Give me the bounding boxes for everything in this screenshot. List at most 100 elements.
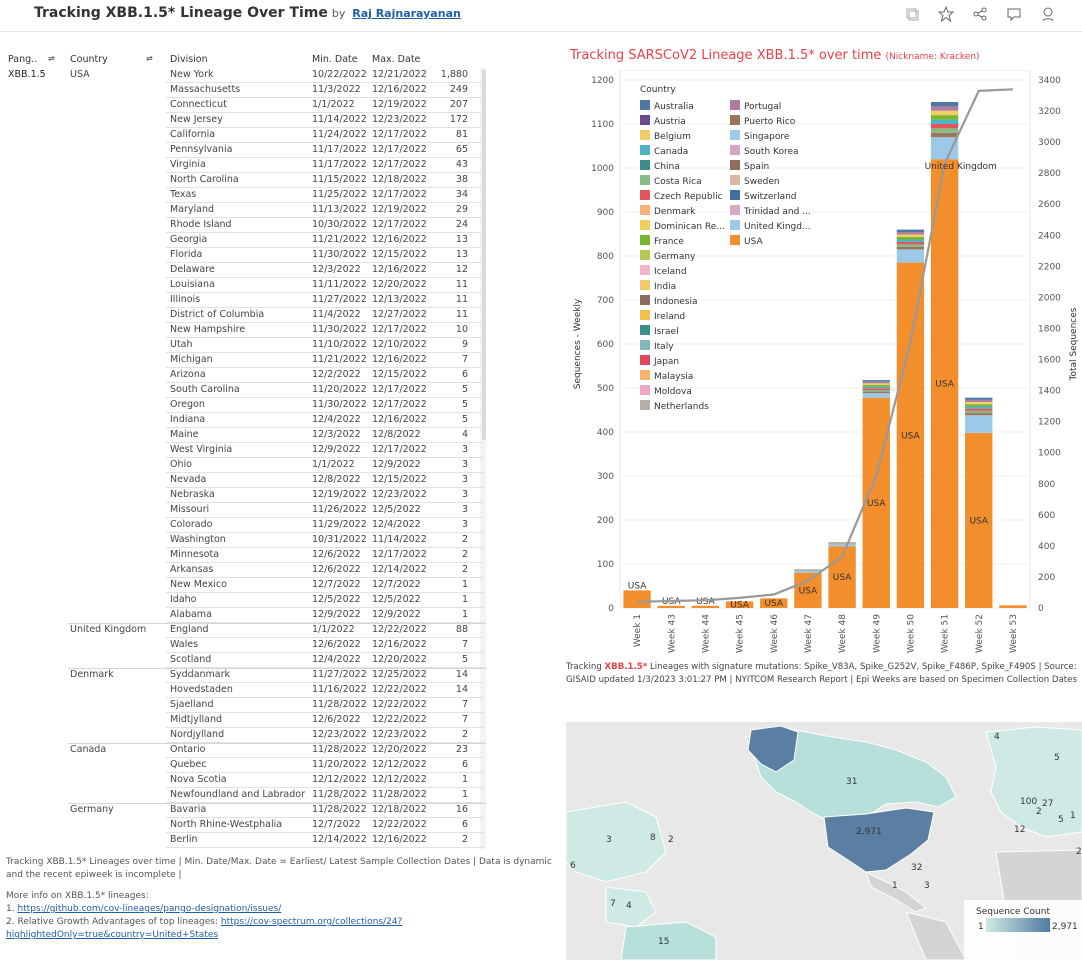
table-row[interactable]: Nova Scotia 12/12/2022 12/12/2022 1 bbox=[6, 773, 486, 788]
footer-link-1[interactable]: https://github.com/cov-lineages/pango-de… bbox=[17, 904, 282, 914]
header-division[interactable]: Division bbox=[170, 54, 208, 65]
bar-other-country[interactable] bbox=[965, 413, 993, 416]
table-row[interactable]: North Carolina 11/15/2022 12/18/2022 38 bbox=[6, 173, 486, 188]
bar-other-country[interactable] bbox=[965, 408, 993, 411]
table-row[interactable]: XBB.1.5 USA New York 10/22/2022 12/21/2022 1,… bbox=[6, 68, 486, 83]
legend-item-label[interactable]: Denmark bbox=[654, 207, 696, 217]
legend-item-label[interactable]: Indonesia bbox=[654, 297, 698, 307]
bar-other-country[interactable] bbox=[862, 381, 890, 384]
table-row[interactable]: Scotland 12/4/2022 12/20/2022 5 bbox=[6, 653, 486, 668]
bar-other-country[interactable] bbox=[862, 380, 890, 382]
lineage-chart[interactable]: 0 100 200 300 400 500 600 700 800 900 1000 1100 1200… bbox=[566, 70, 1082, 660]
bar-usa[interactable] bbox=[657, 605, 685, 608]
bar-other-country[interactable] bbox=[862, 388, 890, 390]
header-country[interactable]: Country bbox=[70, 54, 108, 65]
legend-swatch[interactable] bbox=[640, 400, 650, 410]
table-row[interactable]: Nebraska 12/19/2022 12/23/2022 3 bbox=[6, 488, 486, 503]
legend-item-label[interactable]: Dominican Re... bbox=[654, 222, 725, 232]
bar-other-country[interactable] bbox=[930, 128, 959, 133]
footer-link-2[interactable]: https://cov-spectrum.org/collections/24?… bbox=[6, 917, 403, 940]
table-row[interactable]: New Jersey 11/14/2022 12/23/2022 172 bbox=[6, 113, 486, 128]
table-row[interactable]: Arizona 12/2/2022 12/15/2022 6 bbox=[6, 368, 486, 383]
bar-other-country[interactable] bbox=[862, 391, 890, 394]
bar-other-country[interactable] bbox=[862, 386, 890, 389]
legend-swatch[interactable] bbox=[730, 175, 740, 185]
bar-usa[interactable] bbox=[691, 605, 720, 608]
legend-swatch[interactable] bbox=[640, 235, 650, 245]
table-row[interactable]: Pennsylvania 11/17/2022 12/17/2022 65 bbox=[6, 143, 486, 158]
legend-swatch[interactable] bbox=[640, 250, 650, 260]
table-scrollbar[interactable] bbox=[480, 68, 486, 850]
header-max-date[interactable]: Max. Date bbox=[372, 54, 421, 65]
legend-item-label[interactable]: Moldova bbox=[654, 387, 692, 397]
legend-item-label[interactable]: Spain bbox=[744, 162, 769, 172]
bar-other-country[interactable] bbox=[965, 406, 993, 409]
author-link[interactable]: Raj Rajnarayanan bbox=[352, 7, 461, 20]
table-row[interactable]: Florida 11/30/2022 12/15/2022 13 bbox=[6, 248, 486, 263]
legend-swatch[interactable] bbox=[640, 190, 650, 200]
table-row[interactable]: Connecticut 1/1/2022 12/19/2022 207 bbox=[6, 98, 486, 113]
bar-other-country[interactable] bbox=[965, 399, 993, 403]
table-row[interactable]: Wales 12/6/2022 12/16/2022 7 bbox=[6, 638, 486, 653]
table-row[interactable]: Oregon 11/30/2022 12/17/2022 5 bbox=[6, 398, 486, 413]
table-row[interactable]: Midtjylland 12/6/2022 12/22/2022 7 bbox=[6, 713, 486, 728]
legend-item-label[interactable]: China bbox=[654, 162, 680, 172]
table-row[interactable]: Newfoundland and Labrador 11/28/2022 11/28… bbox=[6, 788, 486, 803]
legend-swatch[interactable] bbox=[640, 280, 650, 290]
cumulative-line[interactable] bbox=[637, 88, 1013, 603]
table-row[interactable]: Maine 12/3/2022 12/8/2022 4 bbox=[6, 428, 486, 443]
alaska-shape[interactable] bbox=[747, 725, 799, 773]
table-row[interactable]: Berlin 12/14/2022 12/16/2022 2 bbox=[6, 833, 486, 848]
legend-item-label[interactable]: Iceland bbox=[654, 267, 687, 277]
legend-item-label[interactable]: Portugal bbox=[744, 102, 781, 112]
legend-item-label[interactable]: South Korea bbox=[744, 147, 799, 157]
table-row[interactable]: Nordjylland 12/23/2022 12/23/2022 2 bbox=[6, 728, 486, 743]
bar-other-country[interactable] bbox=[930, 119, 959, 124]
table-row[interactable]: Georgia 11/21/2022 12/16/2022 13 bbox=[6, 233, 486, 248]
bar-usa[interactable] bbox=[896, 262, 925, 608]
legend-swatch[interactable] bbox=[640, 100, 650, 110]
legend-swatch[interactable] bbox=[640, 220, 650, 230]
bar-usa[interactable] bbox=[930, 159, 959, 608]
legend-swatch[interactable] bbox=[730, 130, 740, 140]
star-icon[interactable] bbox=[937, 5, 955, 23]
table-row[interactable]: Quebec 11/20/2022 12/12/2022 6 bbox=[6, 758, 486, 773]
table-row[interactable]: North Rhine-Westphalia 12/7/2022 12/22/202… bbox=[6, 818, 486, 833]
legend-item-label[interactable]: Germany bbox=[654, 252, 696, 262]
legend-swatch[interactable] bbox=[730, 145, 740, 155]
legend-swatch[interactable] bbox=[640, 175, 650, 185]
bar-other-country[interactable] bbox=[930, 106, 959, 111]
se-asia-shape[interactable] bbox=[605, 886, 657, 928]
bar-unitedkingd[interactable] bbox=[965, 415, 993, 433]
legend-swatch[interactable] bbox=[730, 100, 740, 110]
legend-item-label[interactable]: Belgium bbox=[654, 132, 691, 142]
table-row[interactable]: Illinois 11/27/2022 12/13/2022 11 bbox=[6, 293, 486, 308]
share-icon[interactable] bbox=[972, 6, 988, 22]
legend-item-label[interactable]: Austria bbox=[654, 117, 686, 127]
legend-item-label[interactable]: Czech Republic bbox=[654, 192, 723, 202]
legend-item-label[interactable]: France bbox=[654, 237, 684, 247]
legend-swatch[interactable] bbox=[640, 355, 650, 365]
table-row[interactable]: Indiana 12/4/2022 12/16/2022 5 bbox=[6, 413, 486, 428]
copy-icon[interactable] bbox=[904, 6, 920, 22]
table-row[interactable]: District of Columbia 11/4/2022 12/27/2022 1… bbox=[6, 308, 486, 323]
legend-swatch[interactable] bbox=[640, 130, 650, 140]
table-row[interactable]: Minnesota 12/6/2022 12/17/2022 2 bbox=[6, 548, 486, 563]
legend-swatch[interactable] bbox=[640, 115, 650, 125]
australia-shape[interactable] bbox=[620, 921, 717, 960]
legend-item-label[interactable]: United Kingd... bbox=[744, 222, 811, 232]
bar-other-country[interactable] bbox=[930, 110, 959, 116]
bar-other-country[interactable] bbox=[930, 102, 959, 107]
bar-other-country[interactable] bbox=[896, 232, 925, 235]
header-pango[interactable]: Pang.. bbox=[8, 54, 38, 65]
bar-other-country[interactable] bbox=[896, 239, 925, 242]
table-row[interactable]: Nevada 12/8/2022 12/15/2022 3 bbox=[6, 473, 486, 488]
table-row[interactable]: Washington 10/31/2022 11/14/2022 2 bbox=[6, 533, 486, 548]
bar-unitedkingd[interactable] bbox=[862, 393, 890, 398]
legend-swatch[interactable] bbox=[640, 160, 650, 170]
legend-swatch[interactable] bbox=[640, 340, 650, 350]
legend-item-label[interactable]: Switzerland bbox=[744, 192, 797, 202]
bar-usa[interactable] bbox=[760, 598, 788, 608]
table-row[interactable]: California 11/24/2022 12/17/2022 81 bbox=[6, 128, 486, 143]
table-row[interactable]: Delaware 12/3/2022 12/16/2022 12 bbox=[6, 263, 486, 278]
